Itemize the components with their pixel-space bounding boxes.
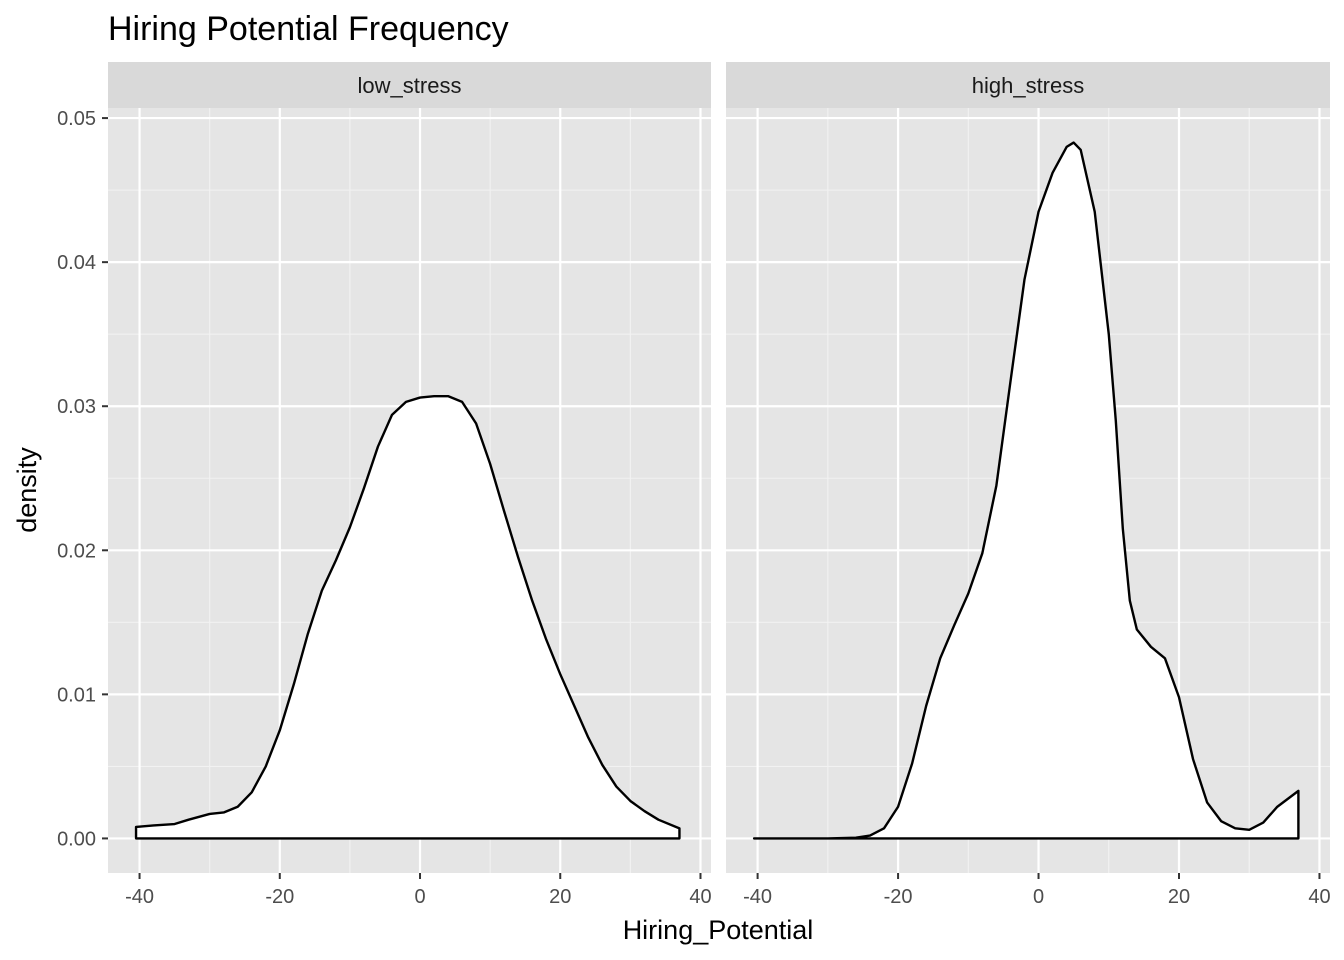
x-tick-label: 40 — [689, 886, 711, 908]
y-tick-label: 0.02 — [57, 540, 96, 562]
density-curve-high_stress — [752, 141, 1300, 840]
facet-panel-low_stress: low_stress -40 -20 0 20 40 — [108, 62, 712, 908]
x-tick-label: -20 — [884, 886, 913, 908]
facet-panel-high_stress: high_stress -40 -20 0 20 40 — [726, 62, 1331, 908]
y-tick-label: 0.03 — [57, 396, 96, 418]
x-tick-label: -40 — [743, 886, 772, 908]
facet-strip-label: high_stress — [972, 73, 1085, 98]
x-tick-label: 20 — [1168, 886, 1190, 908]
facet-strip — [726, 62, 1330, 108]
x-tick-label: 40 — [1308, 886, 1330, 908]
x-tick-label: 20 — [549, 886, 571, 908]
y-axis: 0.00 0.01 0.02 0.03 0.04 0.05 — [57, 108, 108, 850]
facet-strip — [108, 62, 711, 108]
x-tick-label: -40 — [125, 886, 154, 908]
chart-title: Hiring Potential Frequency — [108, 10, 509, 48]
facet-panels: low_stress -40 -20 0 20 40 high_stress -40 -20 0 2… — [108, 62, 1331, 908]
y-tick-label: 0.00 — [57, 828, 96, 850]
y-tick-label: 0.01 — [57, 684, 96, 706]
x-axis-title: Hiring_Potential — [623, 915, 814, 945]
x-tick-label: 0 — [414, 886, 425, 908]
density-curve-low_stress — [134, 394, 681, 840]
y-tick-label: 0.04 — [57, 252, 96, 274]
y-axis-title: density — [12, 447, 42, 533]
x-tick-label: -20 — [265, 886, 294, 908]
x-tick-label: 0 — [1033, 886, 1044, 908]
y-tick-label: 0.05 — [57, 108, 96, 130]
facet-strip-label: low_stress — [358, 73, 462, 98]
